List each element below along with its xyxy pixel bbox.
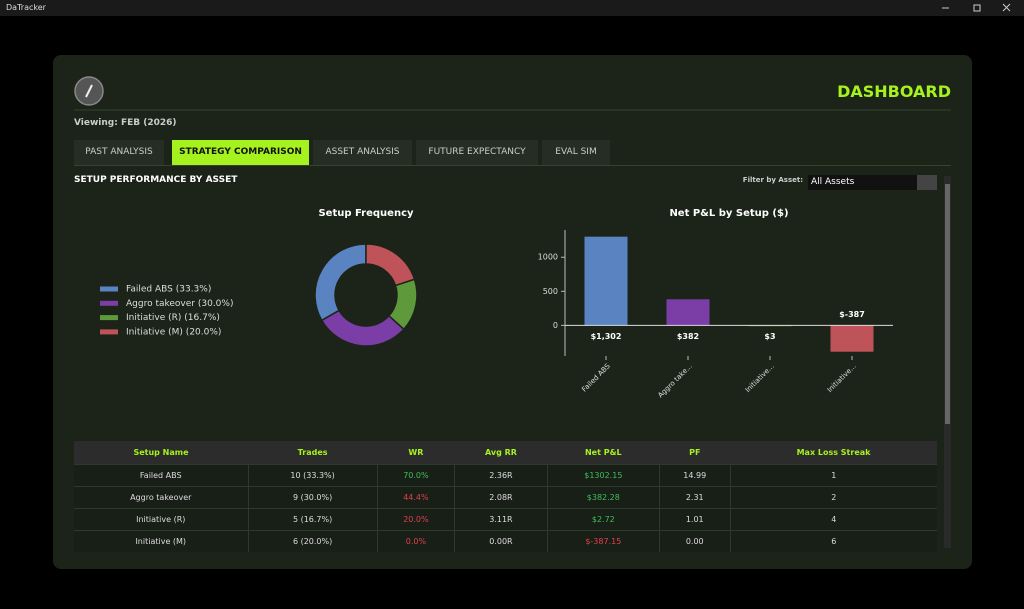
close[interactable] — [1002, 3, 1011, 12]
legend-label: Initiative (R) (16.7%) — [126, 313, 220, 323]
table-cell: 6 — [729, 530, 937, 552]
table-cell: $-387.15 — [546, 530, 660, 552]
table-cell: 9 (30.0%) — [247, 486, 378, 509]
window-title: DaTracker — [0, 0, 1024, 16]
tab[interactable]: PAST ANALYSIS — [74, 140, 164, 165]
table-cell: 0.00R — [454, 530, 548, 552]
legend-swatch — [100, 300, 118, 306]
table-cell: 2 — [729, 486, 937, 509]
table-cell: 5 (16.7%) — [247, 508, 378, 531]
column-header: WR — [377, 441, 455, 465]
table-cell: 10 (33.3%) — [247, 464, 378, 487]
value-label: $1,302 — [591, 332, 622, 341]
legend-swatch — [100, 329, 118, 335]
page-title: DASHBOARD — [837, 82, 951, 101]
bar — [830, 325, 874, 352]
table-cell: $2.72 — [546, 508, 660, 531]
table-row: Initiative (M) 6 (20.0%) 0.0% 0.00R $-387.15… — [74, 530, 937, 552]
viewing: Viewing: FEB (2026) — [74, 118, 177, 128]
table-cell: 2.36R — [454, 464, 548, 487]
filter-select[interactable]: All Assets — [808, 175, 937, 190]
legend-label: Aggro takeover (30.0%) — [126, 299, 233, 309]
value-label: $-387 — [839, 310, 865, 319]
pie-slice — [365, 243, 416, 287]
table-cell: 2.31 — [658, 486, 731, 509]
table-cell: 3.11R — [454, 508, 548, 531]
legend-swatch — [100, 315, 118, 321]
divider — [74, 165, 951, 166]
table-cell: 4 — [729, 508, 937, 531]
table-cell: 0.0% — [376, 530, 455, 552]
table-cell: $382.28 — [546, 486, 660, 509]
tab[interactable]: STRATEGY COMPARISON — [172, 140, 309, 165]
bar — [666, 299, 710, 326]
filter-label: Filter by Asset: — [742, 176, 803, 184]
logo-glyph — [85, 84, 93, 98]
x-tick-label: Initiative... — [826, 362, 858, 394]
value-label: $382 — [677, 332, 699, 341]
table-cell: 1.01 — [658, 508, 731, 531]
chart-title: Setup Frequency — [318, 208, 414, 219]
scroll-thumb[interactable] — [945, 184, 950, 424]
legend-label: Initiative (M) (20.0%) — [126, 327, 221, 337]
table-cell: $1302.15 — [546, 464, 660, 487]
table-cell: 6 (20.0%) — [247, 530, 378, 552]
column-header: Max Loss Streak — [730, 441, 937, 465]
charts: Setup Frequency Failed ABS (33.3%) Aggro t… — [100, 208, 893, 399]
y-tick-label: 500 — [543, 287, 558, 296]
setup-table: Setup Name Trades WR Avg RR Net P&L PF Max Los… — [74, 441, 937, 552]
x-tick-label: Aggro take... — [657, 362, 694, 399]
table-cell: 2.08R — [454, 486, 548, 509]
bar — [584, 236, 628, 326]
table-cell: Failed ABS — [74, 464, 248, 487]
column-header: Net P&L — [547, 441, 660, 465]
table-cell: Aggro takeover — [74, 486, 248, 509]
maximize[interactable] — [973, 4, 981, 12]
tab[interactable]: FUTURE EXPECTANCY — [416, 140, 538, 165]
table-cell: 14.99 — [658, 464, 731, 487]
column-header: Setup Name — [74, 441, 248, 465]
table-cell: 1 — [729, 464, 937, 487]
table-cell: Initiative (R) — [74, 508, 248, 531]
legend-label: Failed ABS (33.3%) — [126, 285, 211, 295]
table-cell: 44.4% — [376, 486, 455, 509]
table-row: Aggro takeover 9 (30.0%) 44.4% 2.08R $382.28… — [74, 486, 937, 509]
table-row: Initiative (R) 5 (16.7%) 20.0% 3.11R $2.72 1.… — [74, 508, 937, 531]
value-label: $3 — [764, 332, 775, 341]
table-row: Failed ABS 10 (33.3%) 70.0% 2.36R $1302.15 14… — [74, 464, 937, 487]
column-header: Trades — [248, 441, 378, 465]
window-controls — [942, 3, 1011, 12]
pie-slice — [314, 243, 367, 322]
legend-swatch — [100, 286, 118, 292]
column-header: Avg RR — [454, 441, 548, 465]
tab[interactable]: ASSET ANALYSIS — [313, 140, 412, 165]
tab[interactable]: EVAL SIM — [542, 140, 610, 165]
y-tick-label: 1000 — [538, 253, 558, 262]
section-title: SETUP PERFORMANCE BY ASSET — [74, 175, 238, 185]
x-tick-label: Failed ABS — [580, 362, 612, 394]
y-tick-label: 0 — [553, 321, 558, 330]
x-tick-label: Initiative... — [744, 362, 776, 394]
table-cell: 20.0% — [376, 508, 455, 531]
chart-title: Net P&L by Setup ($) — [669, 208, 788, 219]
table-cell: 0.00 — [658, 530, 731, 552]
table-cell: Initiative (M) — [74, 530, 248, 552]
column-header: PF — [659, 441, 731, 465]
table-cell: 70.0% — [376, 464, 455, 487]
